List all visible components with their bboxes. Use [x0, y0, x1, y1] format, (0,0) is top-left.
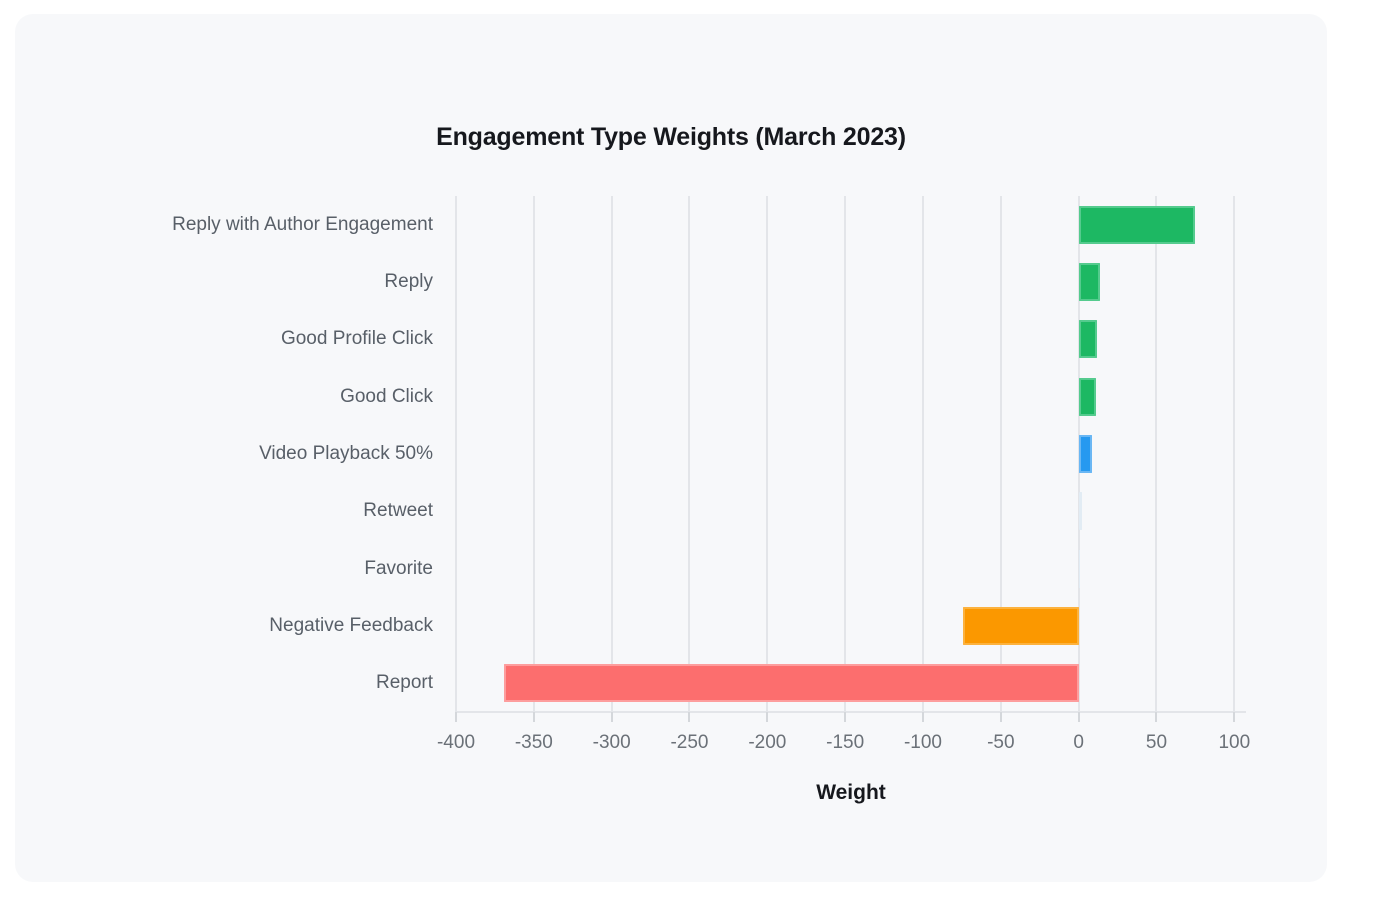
bar-rows: Reply with Author Engagement Reply Good Pr… — [15, 196, 1327, 712]
tick-mark — [688, 712, 691, 722]
chart-row: Favorite — [15, 540, 1327, 597]
gridline — [1155, 196, 1158, 712]
category-label: Retweet — [363, 500, 433, 522]
category-label: Negative Feedback — [269, 614, 433, 636]
gridline — [1233, 196, 1236, 712]
tick-label: -300 — [592, 732, 631, 753]
chart-row: Good Click — [15, 368, 1327, 425]
tick-label: 0 — [1073, 732, 1084, 753]
tick-mark — [610, 712, 613, 722]
tick-mark — [532, 712, 535, 722]
chart-row: Negative Feedback — [15, 597, 1327, 654]
bar-retweet — [1078, 492, 1082, 531]
tick-mark — [1233, 712, 1236, 722]
bar-favorite — [1078, 549, 1080, 588]
x-axis-line — [456, 711, 1246, 713]
bar-negative-feedback — [963, 606, 1079, 645]
tick-label: -150 — [826, 732, 865, 753]
chart-row: Retweet — [15, 483, 1327, 540]
tick-label: -400 — [436, 732, 476, 753]
tick-label: -50 — [987, 732, 1015, 753]
x-axis-title: Weight — [816, 781, 886, 804]
x-axis: -400 -350 -300 -250 -200 -150 -100 -50 0 50 100 — [437, 712, 1250, 782]
gridline — [766, 196, 769, 712]
bar-reply-with-author-engagement — [1078, 205, 1196, 244]
category-label: Video Playback 50% — [259, 442, 433, 464]
gridline — [455, 196, 457, 712]
tick-mark — [766, 712, 769, 722]
chart-row: Video Playback 50% — [15, 425, 1327, 482]
chart-row: Good Profile Click — [15, 311, 1327, 368]
tick-mark — [1155, 712, 1158, 722]
chart-row: Reply — [15, 253, 1327, 310]
tick-label: 50 — [1145, 732, 1168, 753]
tick-mark — [999, 712, 1002, 722]
tick-mark — [1077, 712, 1080, 722]
tick-label: -250 — [670, 732, 709, 753]
chart-row: Reply with Author Engagement — [15, 196, 1327, 253]
tick-label: 100 — [1218, 732, 1251, 753]
gridline — [688, 196, 691, 712]
bar-video-playback-50 — [1078, 434, 1092, 473]
category-label: Favorite — [364, 557, 433, 579]
category-label: Reply — [384, 270, 433, 292]
gridline — [999, 196, 1002, 712]
chart-title: Engagement Type Weights (March 2023) — [436, 123, 906, 151]
category-label: Good Click — [340, 385, 433, 407]
category-label: Good Profile Click — [280, 328, 433, 350]
tick-label: -100 — [903, 732, 942, 753]
tick-label: -200 — [748, 732, 787, 753]
tick-mark — [844, 712, 847, 722]
bar-report — [504, 664, 1079, 703]
bar-good-profile-click — [1078, 320, 1098, 359]
tick-label: -350 — [514, 732, 553, 753]
gridline — [844, 196, 847, 712]
gridline — [921, 196, 924, 712]
category-label: Report — [375, 672, 433, 694]
gridline — [610, 196, 613, 712]
bar-good-click — [1078, 377, 1096, 416]
tick-mark — [455, 712, 457, 722]
chart-card: Engagement Type Weights (March 2023) Rep… — [15, 14, 1327, 882]
gridline — [532, 196, 535, 712]
category-label: Reply with Author Engagement — [172, 213, 433, 235]
chart-row: Report — [15, 655, 1327, 712]
tick-mark — [921, 712, 924, 722]
bar-reply — [1078, 262, 1100, 301]
